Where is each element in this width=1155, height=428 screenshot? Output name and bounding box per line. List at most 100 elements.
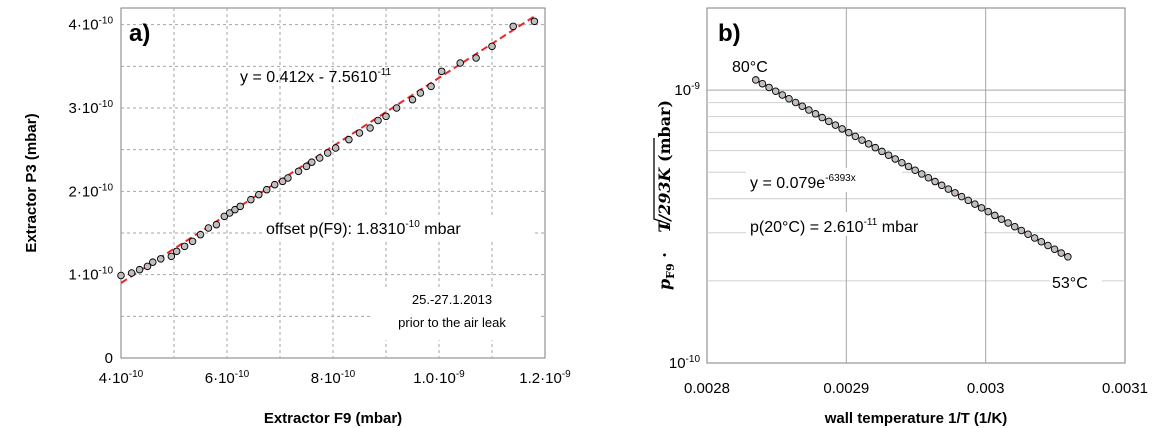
panel-a: 4·10-10 6·10-10 8·10-10 1.0·10-9 1.2·10-9 0 1… xyxy=(23,7,571,427)
panel-a-data-point xyxy=(427,82,435,91)
panel-b-data-point xyxy=(778,91,787,99)
panel-a-x-tick-label: 6·10-10 xyxy=(205,369,250,387)
panel-b-label-53c-bg xyxy=(1050,272,1102,292)
panel-a-condition-label: prior to the air leak xyxy=(398,315,506,330)
panel-a-y-tick-label: 1·10-10 xyxy=(69,266,114,284)
panel-a-data-point xyxy=(149,258,157,266)
panel-a-data-point xyxy=(135,265,144,274)
panel-a-data-point xyxy=(278,177,287,186)
panel-b-data-point xyxy=(871,143,880,152)
panel-b-x-tick-label: 0.0029 xyxy=(823,380,869,397)
panel-b-data-point xyxy=(851,132,860,141)
panel-b-p20-label: p(20°C) = 2.610-11 mbar xyxy=(750,217,919,236)
panel-a-data-point xyxy=(180,242,189,251)
panel-b-data-point xyxy=(1030,234,1039,242)
panel-a-data-point xyxy=(366,124,374,132)
panel-b-x-tick-label: 0.003 xyxy=(967,380,1005,397)
panel-b-data-point xyxy=(1037,238,1046,246)
panel-b-data-point xyxy=(864,140,873,148)
panel-a-x-tick-labels: 4·10-10 6·10-10 8·10-10 1.0·10-9 1.2·10-9 xyxy=(99,369,571,387)
panel-b-data-point xyxy=(884,151,893,159)
panel-b: 0.0028 0.0029 0.003 0.0031 10-10 10-9 b) 80°… xyxy=(653,7,1148,427)
panel-a-tag: a) xyxy=(129,20,150,47)
panel-b-x-tick-labels: 0.0028 0.0029 0.003 0.0031 xyxy=(684,380,1148,397)
panel-a-date-box xyxy=(370,290,540,340)
panel-a-data-point xyxy=(374,116,382,125)
panel-b-data-point xyxy=(1004,219,1012,227)
panel-b-data-point xyxy=(844,128,853,137)
panel-a-data-point xyxy=(156,255,165,263)
panel-a-x-tick-label: 4·10-10 xyxy=(99,369,144,387)
panel-a-data-point xyxy=(408,95,417,104)
panel-a-data-point xyxy=(530,17,539,26)
panel-a-data-points xyxy=(117,17,539,280)
panel-a-y-tick-label: 0 xyxy=(105,350,113,367)
panel-b-data-point xyxy=(1024,230,1032,238)
panel-a-date-label: 25.-27.1.2013 xyxy=(412,292,492,307)
panel-a-data-point xyxy=(323,149,332,157)
panel-a-data-point xyxy=(382,112,390,121)
panel-b-data-point xyxy=(951,189,959,197)
panel-a-data-point xyxy=(270,180,279,189)
panel-b-plot-frame xyxy=(706,7,1126,364)
panel-a-x-axis-label: Extractor F9 (mbar) xyxy=(264,410,402,427)
panel-b-y-axis-label: pF9 · T/293K (mbar) xyxy=(653,100,677,290)
panel-b-data-point xyxy=(791,98,800,107)
panel-a-data-point xyxy=(316,154,324,162)
panel-b-fit-equation-bg xyxy=(746,168,902,192)
panel-b-data-point xyxy=(918,170,926,178)
panel-b-data-point xyxy=(931,177,939,186)
panel-a-data-point xyxy=(392,104,401,112)
panel-a-data-point xyxy=(302,162,311,171)
panel-a-data-point xyxy=(220,212,229,221)
panel-a-data-point xyxy=(284,174,292,182)
panel-b-y-tick-labels: 10-10 10-9 xyxy=(669,81,701,372)
panel-b-data-point xyxy=(752,76,760,84)
panel-b-data-point xyxy=(818,113,826,122)
panel-a-data-point xyxy=(188,237,197,246)
panel-b-x-tick-label: 0.0028 xyxy=(684,380,730,397)
panel-b-data-point xyxy=(838,125,846,133)
panel-a-data-point xyxy=(204,224,213,232)
panel-b-data-point xyxy=(898,158,906,167)
panel-b-data-points xyxy=(752,76,1072,261)
panel-b-data-point xyxy=(944,185,953,193)
panel-b-label-53c: 53°C xyxy=(1052,275,1088,292)
panel-b-data-point xyxy=(904,162,913,171)
panel-a-data-point xyxy=(196,230,205,239)
panel-b-data-point xyxy=(1044,241,1052,250)
panel-a-data-point xyxy=(488,42,496,51)
panel-b-tag: b) xyxy=(718,20,741,47)
panel-b-data-point xyxy=(991,211,999,220)
panel-b-data-point xyxy=(937,181,946,190)
panel-b-data-point xyxy=(765,83,773,92)
panel-b-data-point xyxy=(825,117,833,126)
panel-a-y-tick-labels: 0 1·10-10 2·10-10 3·10-10 4·10-10 xyxy=(69,16,114,367)
panel-b-data-point xyxy=(964,196,973,205)
panel-a-x-tick-label: 1.2·10-9 xyxy=(519,369,571,387)
panel-a-data-point xyxy=(167,252,176,261)
panel-b-sqrt-sign xyxy=(653,138,671,228)
panel-b-data-point xyxy=(924,174,933,182)
panel-b-data-point xyxy=(758,79,767,88)
panel-a-y-tick-label: 3·10-10 xyxy=(69,99,114,117)
panel-b-data-point xyxy=(811,110,820,118)
panel-a-data-point xyxy=(172,247,181,256)
panel-b-data-point xyxy=(1064,253,1072,261)
panel-b-data-point xyxy=(831,121,840,129)
panel-b-data-point xyxy=(1057,249,1065,257)
panel-a-offset-label: offset p(F9): 1.8310-10 mbar xyxy=(266,219,461,238)
panel-a-data-point xyxy=(212,220,221,229)
panel-a-data-point xyxy=(331,144,340,152)
panel-b-data-point xyxy=(771,87,780,95)
panel-b-p20-label-bg xyxy=(746,212,984,236)
panel-a-data-point xyxy=(355,129,364,137)
panel-a-data-point xyxy=(143,262,152,271)
panel-b-y-axis-label-text: pF9 · T/293K (mbar) xyxy=(655,100,677,290)
panel-a-y-tick-label: 4·10-10 xyxy=(69,16,114,34)
panel-a-data-point xyxy=(255,190,263,199)
panel-b-label-80c: 80°C xyxy=(732,59,768,76)
panel-a-fit-equation: y = 0.412x - 7.5610-11 xyxy=(240,67,392,86)
panel-b-data-point xyxy=(858,136,866,144)
